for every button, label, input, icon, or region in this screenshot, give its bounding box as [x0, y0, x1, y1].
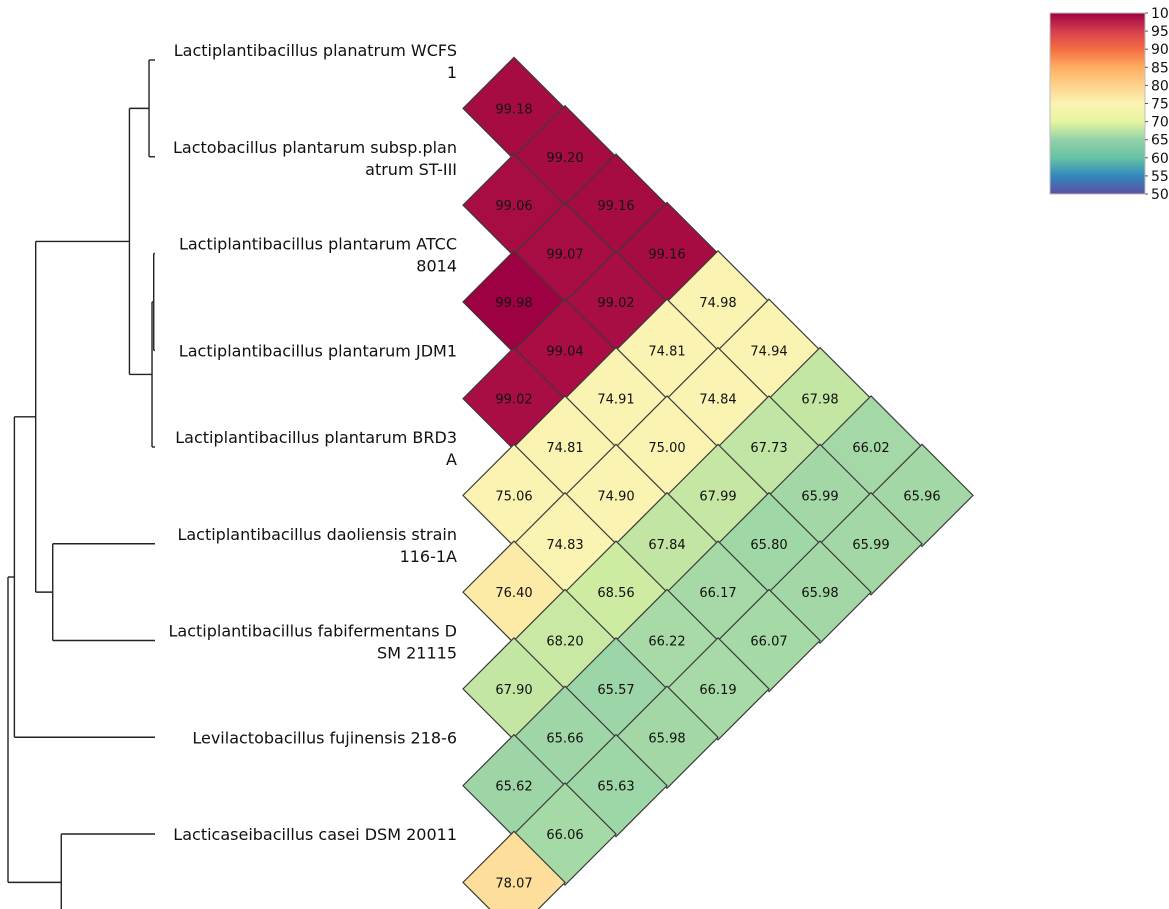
- heatmap-cell-value: 67.99: [699, 489, 736, 504]
- legend-tick-label: 70: [1151, 115, 1169, 131]
- heatmap-cell-value: 66.07: [750, 635, 787, 650]
- heatmap-cell-value: 99.04: [546, 344, 583, 359]
- heatmap-cell-value: 65.62: [495, 780, 532, 795]
- legend-tick-label: 55: [1151, 169, 1169, 185]
- heatmap-cell-value: 66.19: [699, 683, 736, 698]
- heatmap-cell-value: 75.06: [495, 489, 532, 504]
- legend-tick-label: 95: [1151, 24, 1169, 40]
- legend-color-bar: [1049, 12, 1146, 195]
- legend-tick-label: 50: [1151, 187, 1169, 203]
- heatmap-cell-value: 76.40: [495, 586, 532, 601]
- heatmap-cell-value: 74.84: [699, 393, 736, 408]
- heatmap-cell-value: 74.91: [597, 393, 634, 408]
- taxon-label: Lactiplantibacillus fabifermentans D SM 2…: [169, 622, 458, 663]
- taxon-label: Lactobacillus plantarum subsp.plan atrum …: [173, 138, 457, 179]
- heatmap-cell-value: 99.16: [597, 199, 634, 214]
- heatmap-cell-value: 74.98: [699, 296, 736, 311]
- heatmap-cell: 78.07: [462, 830, 566, 909]
- heatmap-cell-value: 65.66: [546, 731, 583, 746]
- heatmap-cell-value: 74.94: [750, 344, 787, 359]
- heatmap-cell-value: 99.16: [648, 248, 685, 263]
- legend-tick-label: 75: [1151, 97, 1169, 113]
- heatmap-cell-value: 66.02: [852, 441, 889, 456]
- heatmap-cell-value: 78.07: [495, 876, 532, 891]
- legend-tick-label: 90: [1151, 42, 1169, 58]
- taxon-label: Lactiplantibacillus plantarum JDM1: [179, 341, 457, 360]
- heatmap-cell-value: 74.90: [597, 489, 634, 504]
- heatmap-cell-value: 68.20: [546, 635, 583, 650]
- color-legend: 100 95 90 85 80 75 70 65 60 55 50: [1049, 6, 1169, 203]
- legend-tick-label: 85: [1151, 60, 1169, 76]
- heatmap-cell-value: 65.98: [648, 731, 685, 746]
- legend-tick-labels: 100 95 90 85 80 75 70 65 60 55 50: [1145, 6, 1169, 203]
- heatmap-cell-value: 99.98: [495, 296, 532, 311]
- heatmap-cell-value: 67.73: [750, 441, 787, 456]
- heatmap-cell-value: 65.99: [852, 538, 889, 553]
- heatmap-cell-value: 99.18: [495, 102, 532, 117]
- legend-tick-label: 80: [1151, 78, 1169, 94]
- heatmap-cell-value: 66.17: [699, 586, 736, 601]
- heatmap-cell-value: 65.96: [903, 489, 940, 504]
- heatmap-cell-diamond: [462, 830, 566, 909]
- taxon-label: Lactiplantibacillus plantarum ATCC 8014: [179, 235, 457, 276]
- heatmap-cell-value: 68.56: [597, 586, 634, 601]
- taxon-label: Lactiplantibacillus daoliensis strain 116…: [177, 525, 457, 566]
- legend-tick-label: 65: [1151, 133, 1169, 149]
- heatmap-cell-value: 74.81: [648, 344, 685, 359]
- taxon-label: Lacticaseibacillus casei DSM 20011: [173, 825, 457, 844]
- legend-tick-label: 100: [1151, 6, 1169, 22]
- heatmap-cell-value: 99.06: [495, 199, 532, 214]
- taxon-labels: Lactiplantibacillus planatrum WCFS 1 Lacto…: [169, 41, 458, 844]
- dendrogram: [7, 59, 155, 909]
- heatmap-cell-value: 65.99: [801, 489, 838, 504]
- heatmap-cell-value: 74.81: [546, 441, 583, 456]
- taxon-label: Levilactobacillus fujinensis 218-6: [192, 728, 457, 747]
- heatmap-cell-value: 75.00: [648, 441, 685, 456]
- heatmap-cell-value: 99.20: [546, 151, 583, 166]
- heatmap-cell-value: 99.07: [546, 248, 583, 263]
- heatmap-cell-value: 67.98: [801, 393, 838, 408]
- heatmap-cell-value: 65.80: [750, 538, 787, 553]
- triangular-heatmap: 99.18 99.20 99.16 99.16 74.98 74.94 67.98 66.02…: [462, 56, 974, 909]
- taxon-label: Lactiplantibacillus plantarum BRD3 A: [175, 428, 457, 469]
- heatmap-cell-value: 65.98: [801, 586, 838, 601]
- taxon-label: Lactiplantibacillus planatrum WCFS 1: [174, 41, 457, 82]
- heatmap-cell-value: 65.63: [597, 780, 634, 795]
- legend-tick-label: 60: [1151, 151, 1169, 167]
- heatmap-cell-value: 99.02: [597, 296, 634, 311]
- heatmap-cell-value: 65.57: [597, 683, 634, 698]
- heatmap-cell-value: 66.06: [546, 828, 583, 843]
- heatmap-cell-value: 99.02: [495, 393, 532, 408]
- heatmap-cell-value: 67.90: [495, 683, 532, 698]
- heatmap-cell-value: 66.22: [648, 635, 685, 650]
- heatmap-cell-value: 74.83: [546, 538, 583, 553]
- heatmap-cell-value: 67.84: [648, 538, 685, 553]
